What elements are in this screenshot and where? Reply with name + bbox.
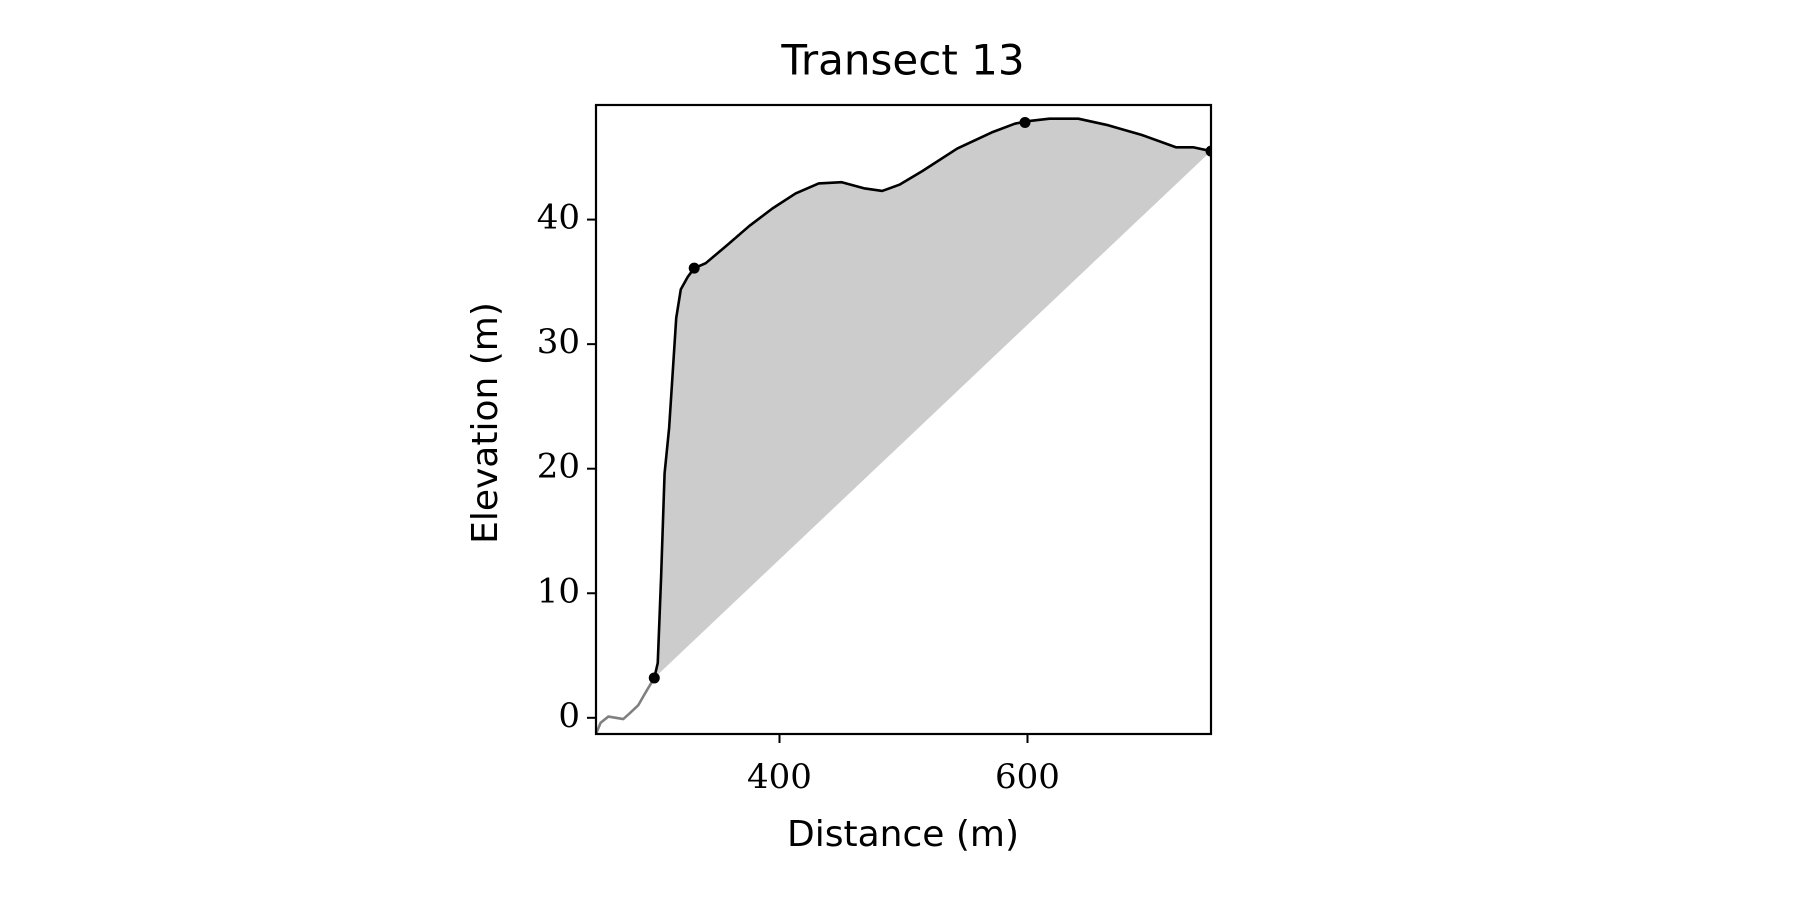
fill-area <box>654 118 1211 678</box>
point-marker <box>1205 145 1211 157</box>
y-tick-label: 30 <box>537 322 580 362</box>
profile-line <box>596 677 656 734</box>
y-tick-label: 40 <box>537 198 580 238</box>
plot-area <box>596 116 1211 734</box>
y-tick-label: 0 <box>558 696 580 736</box>
x-tick-label: 400 <box>747 757 812 797</box>
point-marker <box>688 262 700 274</box>
y-tick-label: 20 <box>537 447 580 487</box>
x-axis-label: Distance (m) <box>787 814 1019 855</box>
y-axis-label: Elevation (m) <box>465 302 506 544</box>
axes-frame <box>594 103 1213 736</box>
point-marker <box>1019 116 1031 128</box>
point-marker <box>648 672 660 684</box>
y-tick-label: 10 <box>537 571 580 611</box>
chart-title: Transect 13 <box>780 36 1024 85</box>
x-tick-label: 600 <box>995 757 1060 797</box>
profile-line <box>653 117 1211 679</box>
